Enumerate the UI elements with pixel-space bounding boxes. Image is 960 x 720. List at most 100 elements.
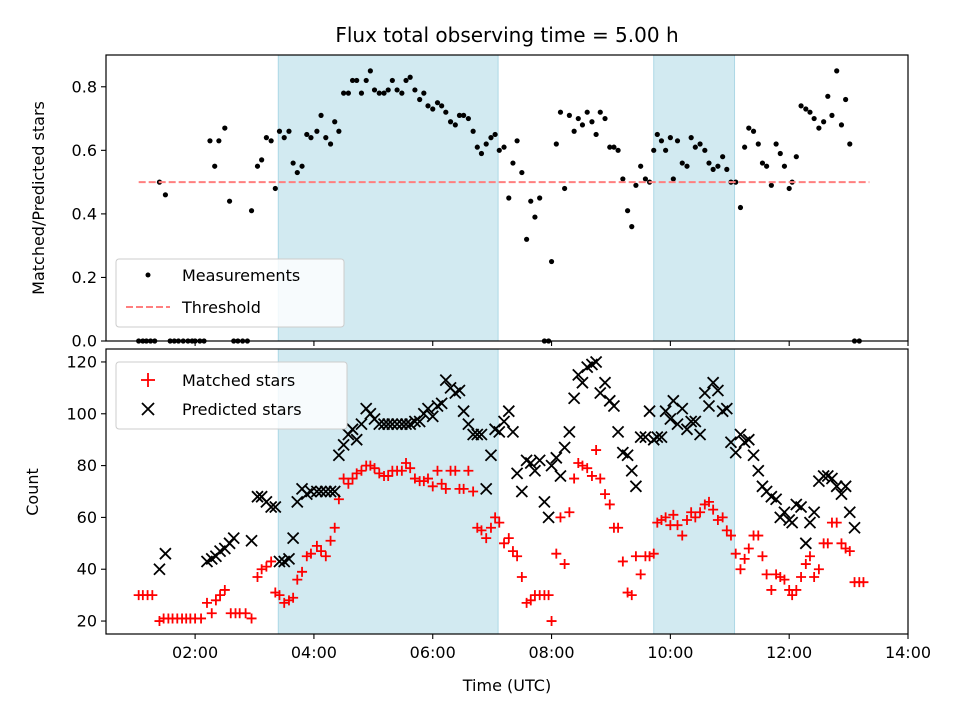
matched-stars-point — [604, 499, 615, 510]
predicted-stars-point — [265, 500, 278, 514]
matched-stars-point — [436, 478, 447, 489]
measurement-point — [376, 90, 382, 96]
predicted-stars-point — [611, 425, 625, 439]
top-data-marks — [136, 68, 870, 344]
matched-stars-point — [804, 551, 815, 562]
matched-stars-point — [356, 465, 367, 476]
predicted-stars-point — [742, 433, 755, 446]
measurement-point — [620, 176, 626, 182]
measurement-point — [638, 163, 644, 169]
matched-stars-point — [499, 538, 510, 549]
matched-stars-point — [516, 572, 527, 582]
predicted-stars-point — [435, 397, 448, 410]
predicted-stars-point — [475, 428, 488, 441]
predicted-stars-point — [153, 563, 166, 576]
measurement-point — [299, 163, 305, 169]
predicted-stars-point — [830, 480, 843, 493]
matched-stars-point — [613, 522, 624, 533]
predicted-stars-point — [314, 485, 328, 498]
measurement-point — [248, 208, 255, 214]
matched-stars-point — [617, 556, 628, 567]
measurement-point — [492, 131, 498, 138]
predicted-stars-point — [576, 376, 589, 389]
predicted-stars-point — [227, 531, 240, 545]
measurement-point — [501, 144, 507, 150]
measurement-point — [349, 77, 356, 84]
measurement-point — [629, 224, 635, 230]
y-tick-label: 20 — [77, 612, 97, 631]
matched-stars-point — [206, 608, 217, 619]
matched-stars-point — [822, 538, 833, 549]
matched-stars-point — [427, 481, 438, 492]
measurement-point — [688, 135, 694, 141]
bottom-panel: 20 40 60 80 100 120 02:00 04:00 06:00 08:00 10:00… — [23, 348, 931, 695]
measurement-point — [403, 77, 409, 84]
predicted-stars-point — [245, 534, 258, 547]
measurement-point — [807, 109, 813, 115]
matched-stars-point — [591, 445, 602, 456]
predicted-stars-point — [685, 415, 698, 428]
matched-stars-point — [543, 590, 554, 601]
predicted-stars-point — [399, 417, 413, 431]
matched-stars-point — [690, 512, 701, 523]
measurement-point — [510, 160, 516, 166]
measurement-point — [304, 131, 310, 138]
matched-stars-point — [325, 535, 336, 546]
measurement-point — [425, 103, 431, 109]
predicted-stars-point — [778, 506, 791, 519]
predicted-stars-point — [848, 521, 861, 534]
predicted-stars-point — [558, 441, 571, 454]
matched-stars-point — [485, 522, 496, 533]
matched-stars-point — [809, 572, 820, 582]
matched-stars-point — [261, 561, 272, 572]
matched-stars-point — [343, 478, 354, 489]
matched-stars-point — [507, 546, 518, 557]
measurement-point — [407, 74, 413, 80]
predicted-stars-point — [634, 430, 647, 444]
predicted-stars-point — [550, 451, 563, 464]
measurement-point — [670, 176, 676, 182]
predicted-stars-point — [471, 428, 484, 441]
measurement-point — [430, 106, 436, 112]
matched-stars-point — [672, 520, 683, 531]
matched-stars-point — [525, 595, 536, 606]
predicted-stars-point — [671, 417, 684, 431]
measurement-point — [697, 141, 703, 147]
measurement-point — [584, 109, 590, 115]
matched-stars-point — [660, 512, 671, 523]
measurement-point — [838, 122, 845, 128]
top-panel: 0.00.20.40.60.8 Matched/Predicted stars … — [29, 54, 909, 351]
matched-stars-point — [396, 465, 407, 476]
measurement-point — [624, 208, 631, 214]
matched-stars-point — [831, 517, 842, 528]
predicted-stars-point — [598, 376, 612, 389]
measurement-point — [816, 125, 822, 131]
predicted-stars-point — [817, 469, 830, 483]
y-tick-label: 0.0 — [72, 332, 97, 351]
measurement-point — [667, 135, 673, 141]
predicted-stars-point — [729, 446, 742, 459]
predicted-stars-point — [629, 480, 643, 493]
measurement-point — [294, 169, 300, 176]
measurement-point — [733, 179, 739, 185]
y-tick-label: 0.2 — [72, 268, 97, 287]
measurement-point — [514, 138, 520, 144]
measurement-point — [737, 204, 744, 211]
predicted-stars-point — [533, 454, 546, 467]
matched-stars-point — [708, 504, 719, 515]
predicted-stars-point — [528, 464, 542, 477]
measurement-point — [276, 128, 283, 134]
measurement-point — [786, 185, 792, 192]
predicted-stars-point — [639, 430, 652, 444]
matched-stars-point — [297, 566, 308, 577]
measurement-point — [162, 192, 169, 198]
measurement-point — [847, 141, 853, 147]
measurement-point — [358, 90, 365, 96]
predicted-stars-point — [752, 464, 765, 477]
matched-stars-point — [559, 559, 570, 570]
matched-stars-point — [320, 551, 331, 562]
predicted-stars-point — [698, 386, 711, 400]
predicted-stars-point — [589, 355, 603, 369]
predicted-stars-point — [304, 485, 318, 498]
